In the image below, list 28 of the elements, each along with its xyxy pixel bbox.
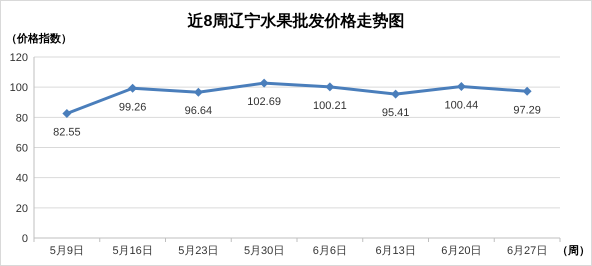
x-tick-label: 6月20日 — [441, 245, 482, 257]
x-axis-title: （周） — [557, 245, 590, 257]
y-tick-label: 60 — [16, 142, 28, 154]
y-tick-label: 20 — [16, 202, 28, 215]
y-axis-title: （价格指数） — [6, 32, 72, 45]
x-tick-label: 5月16日 — [112, 245, 153, 257]
point — [62, 108, 72, 118]
data-label: 102.69 — [247, 96, 281, 108]
x-tick-label: 5月30日 — [244, 245, 284, 257]
x-tick-label: 6月6日 — [312, 245, 347, 257]
data-label: 96.64 — [184, 105, 212, 118]
x-tick-label: 6月13日 — [375, 245, 416, 257]
data-label: 95.41 — [382, 107, 410, 120]
data-label: 99.26 — [118, 101, 146, 114]
x-tick-label: 5月9日 — [50, 245, 84, 257]
y-tick-label: 100 — [10, 82, 28, 94]
y-tick-label: 120 — [10, 52, 28, 64]
x-tick-label: 6月27日 — [506, 245, 548, 257]
y-tick-label: 80 — [16, 112, 28, 124]
data-label: 82.55 — [53, 126, 81, 138]
point — [391, 90, 400, 99]
y-tick-label: 40 — [16, 172, 28, 185]
chart-title: 近8周辽宁水果批发价格走势图 — [186, 11, 404, 30]
data-label: 97.29 — [513, 104, 541, 116]
x-tick-label: 5月23日 — [178, 245, 219, 257]
data-label: 100.21 — [313, 100, 347, 112]
data-label: 100.44 — [444, 100, 478, 112]
y-tick-label: 0 — [22, 233, 28, 245]
